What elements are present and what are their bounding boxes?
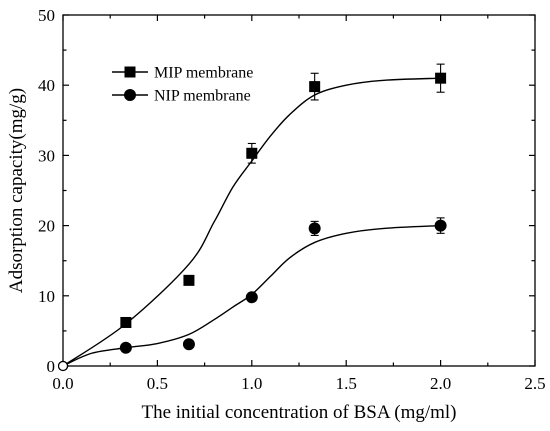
x-tick-label: 2.0 [430, 374, 451, 393]
y-tick-label: 30 [38, 146, 55, 165]
legend-marker-mip [124, 66, 136, 78]
x-tick-label: 1.5 [336, 374, 357, 393]
x-tick-label: 1.0 [241, 374, 262, 393]
fit-curves [62, 77, 441, 367]
axes: 0.0 0.5 1.0 1.5 2.0 2.5 0 10 20 30 40 50 The initial… [6, 6, 546, 423]
y-axis-title: Adsorption capacity(mg/g) [6, 88, 27, 293]
y-tick-label: 0 [47, 357, 56, 376]
nip-data-point [308, 222, 321, 235]
nip-origin-point [57, 360, 69, 372]
x-tick-label: 0.5 [147, 374, 168, 393]
nip-data-point [245, 291, 258, 304]
y-tick-label: 10 [38, 287, 55, 306]
nip-data-point [434, 219, 447, 232]
x-axis-title: The initial concentration of BSA (mg/ml) [141, 402, 456, 423]
mip-data-point [246, 147, 258, 159]
nip-data-point [182, 338, 195, 351]
mip-data-point [120, 316, 132, 328]
legend: MIP membrane NIP membrane [112, 65, 253, 105]
mip-data-point [309, 81, 321, 93]
y-tick-label: 20 [38, 217, 55, 236]
x-tick-label: 2.5 [524, 374, 545, 393]
legend-marker-nip [124, 89, 136, 101]
mip-data-point [435, 72, 447, 84]
y-tick-label: 50 [38, 6, 55, 25]
data-markers [57, 63, 447, 372]
y-tick-label: 40 [38, 76, 55, 95]
x-tick-label: 0.0 [52, 374, 73, 393]
legend-label-mip: MIP membrane [154, 65, 253, 82]
mip-data-point [183, 274, 195, 286]
nip-data-point [119, 341, 132, 354]
legend-label-nip: NIP membrane [154, 88, 251, 105]
mip-fit-curve [62, 77, 441, 367]
